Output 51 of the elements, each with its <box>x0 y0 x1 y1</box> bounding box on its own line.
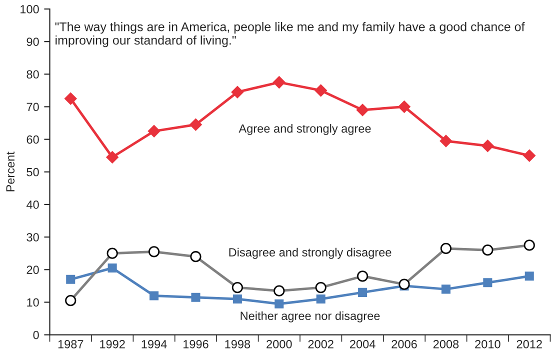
point <box>356 104 369 116</box>
point <box>314 84 327 97</box>
point <box>358 288 368 297</box>
point <box>191 292 200 302</box>
point <box>441 284 450 294</box>
series-label: Agree and strongly agree <box>238 124 371 136</box>
point <box>440 134 452 148</box>
y-tick-label: 10 <box>27 298 39 307</box>
y-axis-title: Percent <box>6 152 15 192</box>
point <box>524 272 534 281</box>
x-tick-label: 2012 <box>516 340 542 348</box>
point <box>398 100 410 113</box>
point <box>66 274 76 284</box>
y-tick-label: 80 <box>26 70 39 79</box>
point <box>231 86 244 98</box>
text: "The way things are in America, people like me and my family have a good chance of improving our standard of living." <box>55 22 525 48</box>
y-tick-label: 70 <box>26 102 39 112</box>
x-tick-label: 2008 <box>433 340 459 348</box>
series-label: Disagree and strongly disagree <box>229 248 392 259</box>
y-tick-label: 90 <box>26 38 39 46</box>
series-label: Neither agree nor disagree <box>240 311 380 322</box>
x-tick-label: 1994 <box>142 340 167 348</box>
x-tick-label: 2004 <box>350 340 376 348</box>
point <box>316 294 326 304</box>
x-tick-label: 2006 <box>392 340 417 348</box>
y-tick-label: 0 <box>33 330 39 340</box>
point <box>232 294 242 304</box>
point <box>106 151 118 164</box>
point <box>148 125 160 138</box>
x-tick-label: 2000 <box>266 340 292 348</box>
point <box>273 76 286 88</box>
point <box>482 140 494 152</box>
y-tick-label: 20 <box>26 266 39 274</box>
point <box>523 150 536 162</box>
point <box>64 92 77 105</box>
y-tick-label: 100 <box>20 5 39 14</box>
x-tick-label: 1987 <box>58 340 84 348</box>
x-tick-label: 1992 <box>100 340 125 348</box>
y-tick-label: 60 <box>26 135 39 144</box>
x-tick-label: 1998 <box>225 340 250 348</box>
y-tick-label: 50 <box>26 168 39 176</box>
point <box>190 118 202 131</box>
point <box>483 278 492 288</box>
y-tick-label: 40 <box>26 200 39 209</box>
point <box>108 263 117 273</box>
point <box>274 299 284 308</box>
point <box>150 291 159 300</box>
x-tick-label: 2002 <box>308 340 334 348</box>
x-tick-label: 1996 <box>184 340 208 348</box>
x-tick-label: 2010 <box>475 340 500 348</box>
y-tick-label: 30 <box>26 233 39 242</box>
